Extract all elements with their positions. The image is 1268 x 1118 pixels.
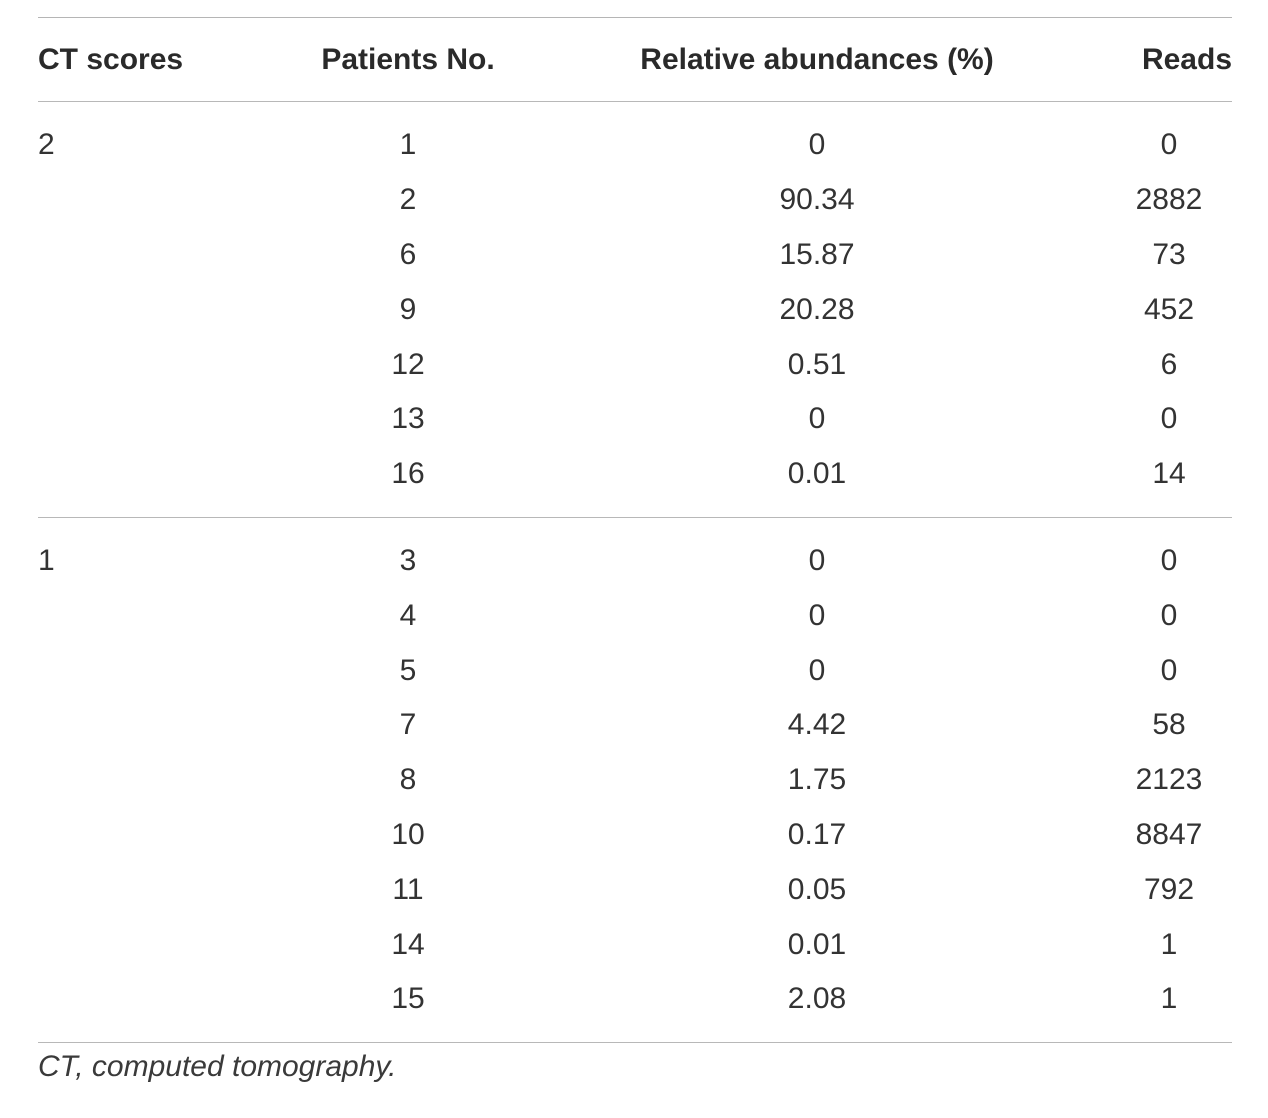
cell-patient-no: 6 (399, 237, 417, 271)
table-row: 8 1.75 2123 (38, 753, 1232, 808)
cell-reads: 2882 (1135, 183, 1203, 217)
table-row: 14 0.01 1 (38, 917, 1232, 972)
cell-patient-no: 10 (391, 817, 425, 851)
table-row: 7 4.42 58 (38, 698, 1232, 753)
cell-relative-abundance: 0 (808, 653, 826, 687)
table-row: 15 2.08 1 (38, 972, 1232, 1027)
cell-reads: 452 (1143, 292, 1195, 326)
table-row: 12 0.51 6 (38, 337, 1232, 392)
cell-reads: 0 (1160, 598, 1178, 632)
table-group: 2 1 0 0 2 90.34 2882 6 15.87 73 9 20.28 452 12 0.51 6 13… (38, 102, 1232, 517)
group-rule (38, 1041, 1232, 1043)
cell-patient-no: 9 (399, 292, 417, 326)
cell-ct-score: 2 (38, 128, 55, 162)
table-body: 2 1 0 0 2 90.34 2882 6 15.87 73 9 20.28 452 12 0.51 6 13… (38, 102, 1232, 1043)
group-rule (38, 516, 1232, 518)
cell-patient-no: 12 (391, 347, 425, 381)
cell-reads: 0 (1160, 128, 1178, 162)
cell-patient-no: 15 (391, 982, 425, 1016)
cell-patient-no: 4 (399, 598, 417, 632)
cell-relative-abundance: 0 (808, 598, 826, 632)
table-row: 10 0.17 8847 (38, 808, 1232, 863)
cell-relative-abundance: 1.75 (787, 763, 847, 797)
header-patients-no: Patients No. (321, 42, 495, 76)
cell-patient-no: 16 (391, 457, 425, 491)
table-row: 2 90.34 2882 (38, 173, 1232, 228)
top-rule (38, 17, 1232, 18)
cell-reads: 1 (1160, 927, 1178, 961)
cell-patient-no: 1 (399, 128, 417, 162)
table-row: 1 3 0 0 (38, 534, 1232, 589)
table-row: 4 0 0 (38, 588, 1232, 643)
cell-patient-no: 5 (399, 653, 417, 687)
cell-patient-no: 7 (399, 708, 417, 742)
table-header-row: CT scores Patients No. Relative abundanc… (38, 18, 1232, 101)
cell-reads: 0 (1160, 653, 1178, 687)
header-ct-scores: CT scores (38, 42, 184, 76)
cell-relative-abundance: 0.01 (787, 927, 847, 961)
table-row: 9 20.28 452 (38, 282, 1232, 337)
cell-reads: 58 (1152, 708, 1186, 742)
cell-relative-abundance: 0 (808, 402, 826, 436)
cell-reads: 14 (1152, 457, 1186, 491)
cell-patient-no: 13 (391, 402, 425, 436)
table-footnote: CT, computed tomography. (38, 1050, 397, 1083)
cell-relative-abundance: 20.28 (779, 292, 855, 326)
cell-patient-no: 3 (399, 543, 417, 577)
cell-relative-abundance: 0.01 (787, 457, 847, 491)
header-relative-abundances: Relative abundances (%) (640, 42, 994, 76)
cell-patient-no: 14 (391, 927, 425, 961)
cell-reads: 73 (1152, 237, 1186, 271)
cell-patient-no: 8 (399, 763, 417, 797)
table-row: 2 1 0 0 (38, 118, 1232, 173)
table-row: 6 15.87 73 (38, 228, 1232, 283)
header-reads: Reads (1141, 42, 1232, 76)
cell-relative-abundance: 0 (808, 543, 826, 577)
cell-reads: 6 (1160, 347, 1178, 381)
cell-reads: 1 (1160, 982, 1178, 1016)
cell-reads: 0 (1160, 402, 1178, 436)
table-row: 5 0 0 (38, 643, 1232, 698)
table-row: 16 0.01 14 (38, 447, 1232, 502)
cell-relative-abundance: 0 (808, 128, 826, 162)
cell-relative-abundance: 90.34 (779, 183, 855, 217)
cell-reads: 8847 (1135, 817, 1203, 851)
cell-relative-abundance: 0.51 (787, 347, 847, 381)
cell-reads: 792 (1143, 872, 1195, 906)
table-row: 13 0 0 (38, 392, 1232, 447)
cell-patient-no: 2 (399, 183, 417, 217)
cell-relative-abundance: 4.42 (787, 708, 847, 742)
cell-patient-no: 11 (392, 872, 424, 906)
cell-relative-abundance: 0.05 (787, 872, 847, 906)
header-rule (38, 101, 1232, 102)
data-table: CT scores Patients No. Relative abundanc… (38, 17, 1232, 1043)
cell-ct-score: 1 (38, 543, 55, 577)
table-group: 1 3 0 0 4 0 0 5 0 0 7 4.42 58 8 1.75 2123 10 0.17 8847 11 0.… (38, 518, 1232, 1042)
cell-relative-abundance: 15.87 (779, 237, 855, 271)
table-row: 11 0.05 792 (38, 862, 1232, 917)
cell-relative-abundance: 0.17 (787, 817, 847, 851)
cell-reads: 0 (1160, 543, 1178, 577)
cell-reads: 2123 (1135, 763, 1203, 797)
cell-relative-abundance: 2.08 (787, 982, 847, 1016)
